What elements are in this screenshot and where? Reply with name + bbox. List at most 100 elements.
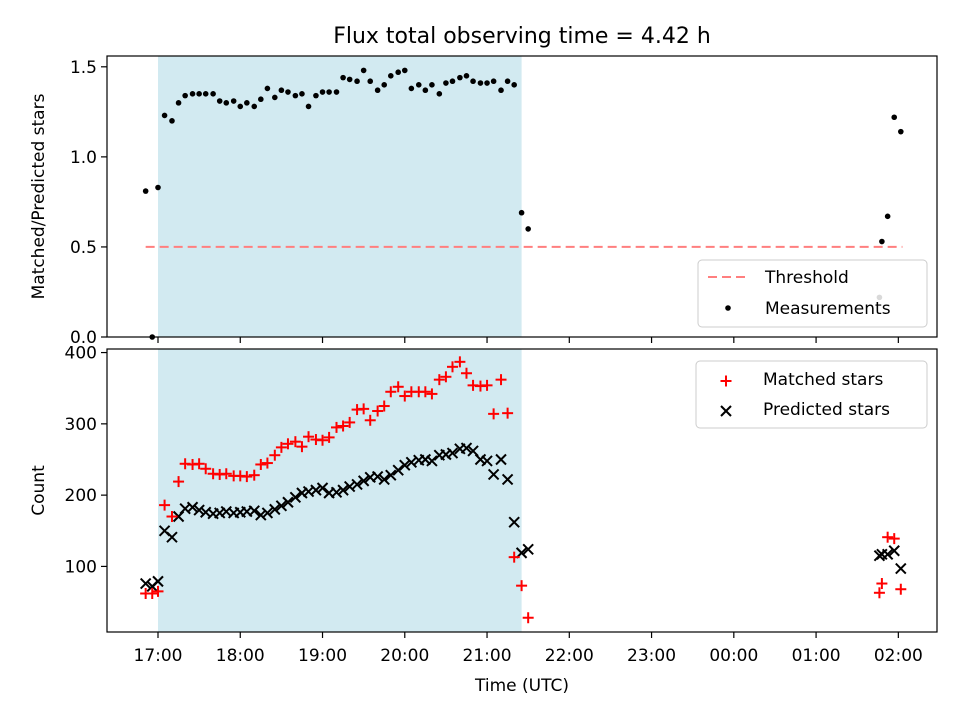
measurement-point — [210, 91, 216, 97]
predicted-star-point — [261, 507, 274, 519]
count-legend: Matched stars Predicted stars — [695, 360, 928, 429]
measurement-point — [490, 78, 497, 85]
matched-star-point — [895, 583, 907, 595]
measurement-point — [196, 91, 202, 97]
matched-star-point — [269, 449, 281, 461]
matched-star-point — [433, 374, 445, 386]
measurement-point — [292, 92, 299, 99]
legend-matched-label: Matched stars — [763, 370, 883, 390]
matched-star-point — [481, 379, 493, 391]
x-tick-label: 17:00 — [134, 646, 183, 666]
matched-star-point — [331, 421, 343, 433]
predicted-star-point — [316, 482, 329, 494]
matched-star-point — [303, 431, 315, 443]
measurement-point — [429, 82, 435, 88]
measurement-point — [422, 87, 429, 94]
matched-star-point — [323, 431, 335, 443]
x-tick-label: 00:00 — [709, 646, 758, 666]
matched-star-point — [495, 374, 507, 386]
measurement-point — [326, 89, 332, 95]
predicted-star-point — [392, 464, 404, 476]
measurement-point — [415, 82, 422, 88]
y-tick-label: 200 — [65, 486, 97, 506]
measurement-point — [237, 103, 244, 110]
measurement-point — [477, 80, 484, 86]
measurement-point — [879, 238, 885, 245]
measurement-point — [175, 100, 182, 106]
measurement-point — [169, 118, 175, 124]
matched-star-point — [873, 587, 885, 599]
predicted-star-point — [351, 478, 363, 491]
predicted-star-point — [495, 453, 507, 466]
matched-star-point — [392, 381, 404, 393]
predicted-star-point — [289, 491, 302, 503]
matched-star-point — [255, 458, 267, 470]
matched-star-point — [296, 441, 308, 453]
measurement-point — [401, 67, 408, 74]
x-tick-label: 20:00 — [380, 646, 429, 666]
y-tick-label: 1.0 — [70, 148, 97, 168]
matched-star-point — [146, 588, 158, 600]
predicted-star-point — [275, 500, 288, 512]
measurement-point — [504, 78, 511, 85]
matched-star-point — [159, 499, 171, 511]
measurement-point — [525, 226, 531, 232]
measurement-point — [155, 184, 161, 191]
chart-title: Flux total observing time = 4.42 h — [333, 24, 711, 49]
matched-star-point — [337, 420, 349, 432]
matched-star-point — [454, 356, 466, 368]
measurement-point — [216, 98, 223, 104]
matched-star-point — [882, 531, 894, 543]
predicted-star-point — [446, 447, 459, 459]
matched-star-point — [358, 403, 370, 415]
legend-threshold-label: Threshold — [764, 268, 849, 288]
y-tick-label: 300 — [65, 415, 97, 435]
measurement-point — [470, 78, 476, 85]
measurement-point — [484, 80, 490, 86]
matched-star-point — [289, 436, 301, 448]
predicted-star-point — [426, 455, 438, 467]
matched-star-point — [446, 361, 458, 373]
predicted-star-point — [385, 469, 397, 481]
predicted-star-point — [330, 486, 343, 498]
predicted-star-point — [881, 548, 894, 561]
matched-star-point — [426, 388, 438, 400]
measurement-point — [251, 103, 258, 110]
x-tick-label: 23:00 — [627, 646, 676, 666]
predicted-star-point — [282, 496, 294, 508]
predicted-star-point — [166, 531, 178, 543]
matched-star-point — [516, 580, 528, 592]
matched-star-point — [220, 468, 232, 480]
matched-star-point — [372, 405, 384, 417]
measurement-point — [285, 89, 291, 95]
legend-predicted-swatch — [720, 405, 732, 417]
count-plot-marks — [139, 356, 907, 624]
y-tick-label: 1.5 — [70, 58, 97, 78]
matched-star-point — [399, 390, 411, 402]
matched-star-point — [193, 458, 205, 470]
matched-star-point — [166, 511, 178, 523]
predicted-star-point — [152, 575, 164, 588]
measurement-point — [395, 69, 401, 76]
measurement-point — [374, 87, 381, 94]
measurement-point — [299, 91, 305, 97]
predicted-star-point — [508, 516, 520, 528]
measurement-point — [436, 91, 443, 97]
y-tick-label: 400 — [65, 344, 97, 364]
count-axes: 100 200 300 400 17:00 18:00 19:00 20:00 21:00 22:… — [65, 344, 923, 666]
x-tick-label: 02:00 — [874, 646, 923, 666]
measurement-point — [354, 78, 360, 85]
measurement-point — [313, 92, 319, 99]
y-tick-label: 100 — [65, 557, 97, 577]
matched-star-point — [364, 414, 376, 426]
ratio-legend: Threshold Measurements — [697, 259, 928, 328]
ratio-y-axis-label: Matched/Predicted stars — [29, 93, 49, 299]
measurement-point — [142, 188, 149, 194]
measurement-point — [223, 100, 230, 106]
measurement-point — [360, 67, 367, 74]
measurement-point — [387, 73, 394, 79]
measurement-point — [381, 82, 388, 88]
measurement-point — [319, 89, 326, 95]
predicted-star-point — [186, 501, 199, 513]
